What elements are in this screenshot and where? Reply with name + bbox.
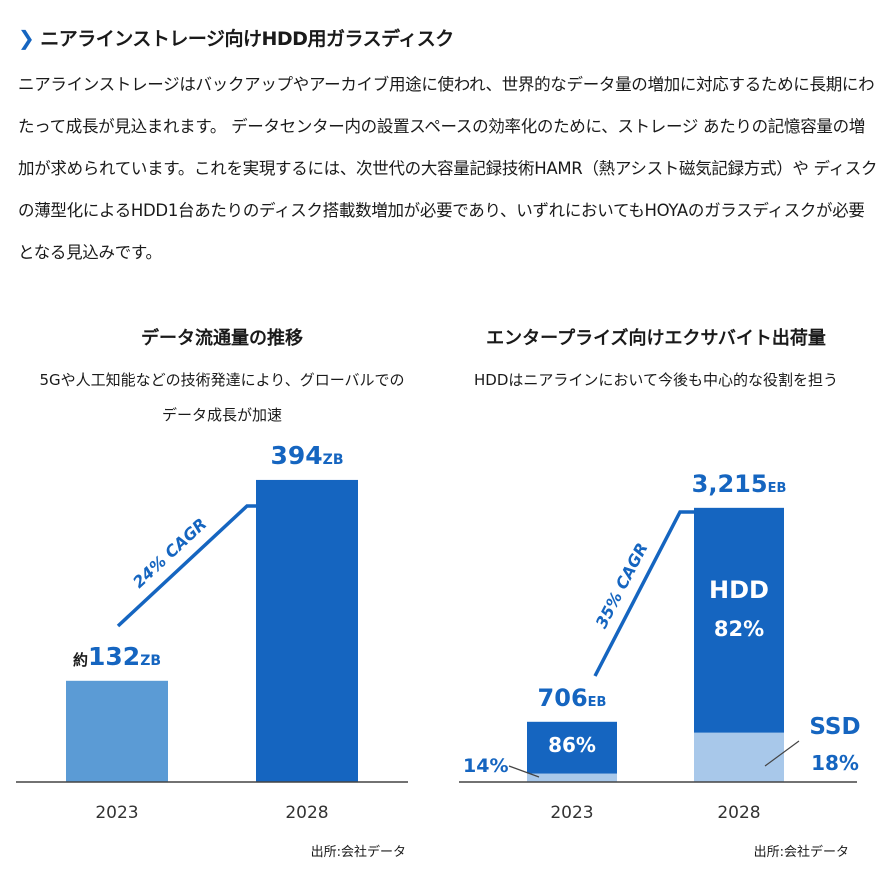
bar-2023: [66, 680, 168, 782]
bar-value-label: 394ZB: [270, 441, 343, 470]
bar-ssd-2023: [527, 773, 617, 782]
cagr-arrow: [116, 504, 256, 628]
source-note: 出所:会社データ: [754, 844, 849, 860]
x-tick-label: 2028: [717, 803, 760, 823]
ssd-share-label: 18%: [811, 751, 859, 775]
cagr-arrow: [593, 510, 694, 677]
bar-2028: [256, 479, 358, 782]
ssd-share-label: 14%: [463, 755, 508, 777]
chart-subtitle: データ成長が加速: [162, 406, 282, 424]
hdd-series-label: HDD: [709, 576, 769, 604]
x-tick-label: 2023: [95, 803, 138, 823]
bar-total-label: 706EB: [538, 684, 607, 712]
bar-hdd-2028: [694, 507, 784, 733]
bar-value-label: 約132ZB: [73, 642, 161, 671]
leader-line: [764, 740, 800, 767]
chart-title: データ流通量の推移: [141, 327, 303, 349]
section-title: ニアラインストレージ向けHDD用ガラスディスク: [40, 28, 454, 50]
leader-line: [508, 765, 540, 778]
hdd-share-label: 86%: [548, 733, 596, 757]
exabyte-shipment-chart: エンタープライズ向けエクサバイト出荷量 HDDはニアラインにおいて今後も中心的な役…: [459, 327, 861, 860]
bar-hdd-2023: [527, 721, 617, 774]
bar-total-label: 3,215EB: [692, 470, 787, 498]
ssd-series-label: SSD: [809, 714, 860, 740]
x-tick-label: 2023: [550, 803, 593, 823]
chart-title: エンタープライズ向けエクサバイト出荷量: [486, 327, 826, 349]
bar-ssd-2028: [694, 732, 784, 782]
chevron-right-icon: ❯: [18, 25, 35, 50]
x-tick-label: 2028: [285, 803, 328, 823]
hdd-share-label: 82%: [714, 617, 764, 641]
intro-paragraph: ニアラインストレージはバックアップやアーカイブ用途に使われ、世界的なデータ量の増…: [18, 75, 878, 262]
data-volume-chart: データ流通量の推移 5Gや人工知能などの技術発達により、グローバルでのデータ成長が…: [16, 327, 408, 860]
section-header: ❯ ニアラインストレージ向けHDD用ガラスディスク: [18, 24, 454, 51]
chart-subtitle: HDDはニアラインにおいて今後も中心的な役割を担う: [474, 371, 838, 389]
source-note: 出所:会社データ: [311, 844, 406, 860]
chart-subtitle: 5Gや人工知能などの技術発達により、グローバルでの: [39, 371, 404, 389]
